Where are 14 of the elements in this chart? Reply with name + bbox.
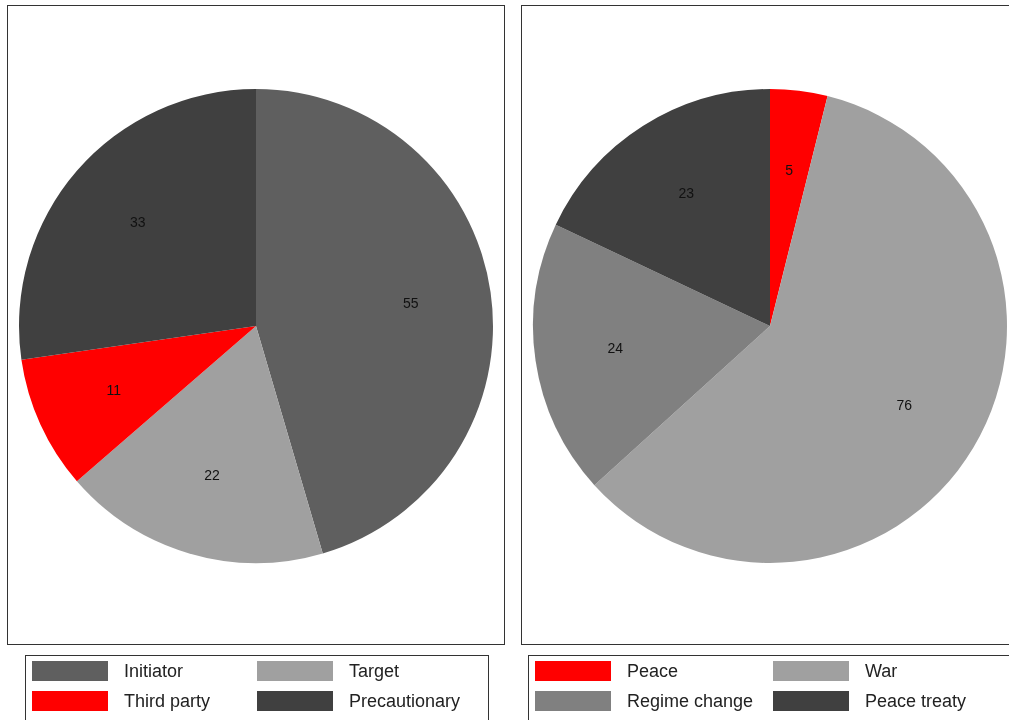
data-label: 55 [403, 294, 419, 311]
legend-label: Peace treaty [865, 690, 967, 712]
legend-label: Initiator [124, 660, 184, 682]
legend-label: Peace [627, 660, 679, 682]
legend-label: War [865, 660, 898, 682]
legend-label: Precautionary [349, 690, 461, 712]
data-label: 11 [106, 381, 122, 398]
legend-label: Regime change [627, 690, 754, 712]
data-label: 24 [607, 339, 624, 356]
data-label: 76 [896, 397, 913, 414]
data-label: 22 [204, 466, 220, 483]
legend-label: Third party [124, 690, 211, 712]
legend-label: Target [349, 660, 400, 682]
data-label: 5 [785, 161, 794, 178]
